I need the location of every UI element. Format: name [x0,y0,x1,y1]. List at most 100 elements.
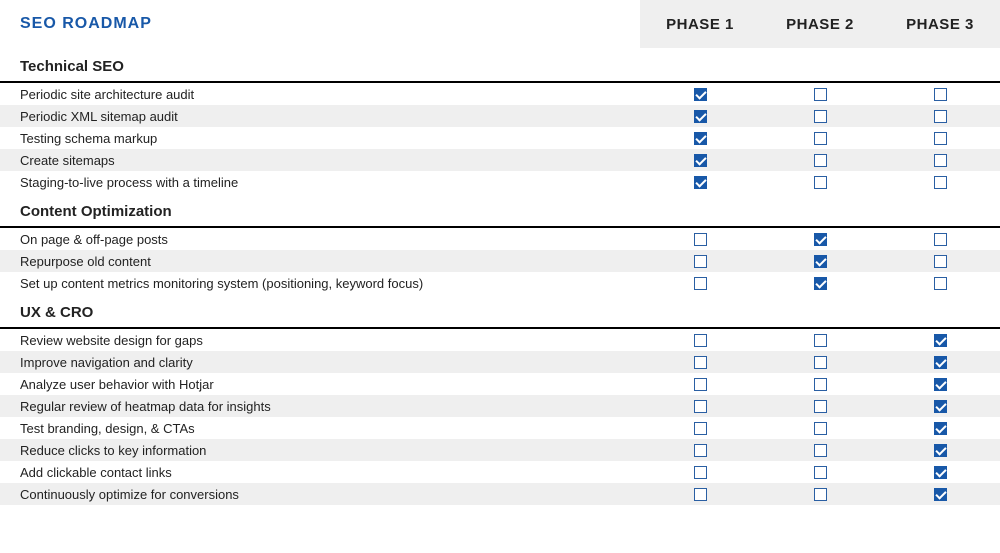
phase-header: PHASE 1 PHASE 2 PHASE 3 [640,0,1000,48]
checkbox-unchecked-icon[interactable] [694,334,707,347]
phase-cell [640,233,760,246]
checkbox-checked-icon[interactable] [934,378,947,391]
phase-cell [880,88,1000,101]
roadmap-table: Technical SEOPeriodic site architecture … [0,48,1000,505]
checkbox-unchecked-icon[interactable] [814,110,827,123]
checkbox-unchecked-icon[interactable] [814,154,827,167]
checkbox-unchecked-icon[interactable] [814,444,827,457]
checkbox-checked-icon[interactable] [694,88,707,101]
table-row: Improve navigation and clarity [0,351,1000,373]
phase-cell [640,154,760,167]
checkbox-unchecked-icon[interactable] [814,488,827,501]
phase-cell [640,400,760,413]
checkbox-unchecked-icon[interactable] [694,356,707,369]
checkbox-unchecked-icon[interactable] [694,255,707,268]
checkbox-unchecked-icon[interactable] [694,422,707,435]
phase-cell [640,444,760,457]
checkbox-unchecked-icon[interactable] [934,255,947,268]
checkbox-unchecked-icon[interactable] [694,277,707,290]
checkbox-checked-icon[interactable] [934,356,947,369]
checkbox-checked-icon[interactable] [694,132,707,145]
phase-cell [880,154,1000,167]
checkbox-checked-icon[interactable] [814,233,827,246]
checkbox-checked-icon[interactable] [934,444,947,457]
phase-cells [640,422,1000,435]
checkbox-unchecked-icon[interactable] [694,378,707,391]
phase-cells [640,444,1000,457]
checkbox-unchecked-icon[interactable] [814,176,827,189]
checkbox-unchecked-icon[interactable] [694,488,707,501]
checkbox-unchecked-icon[interactable] [694,466,707,479]
checkbox-unchecked-icon[interactable] [694,400,707,413]
checkbox-checked-icon[interactable] [934,466,947,479]
checkbox-unchecked-icon[interactable] [814,334,827,347]
checkbox-unchecked-icon[interactable] [814,132,827,145]
task-label: Continuously optimize for conversions [20,487,640,502]
phase-cell [640,110,760,123]
phase-cells [640,154,1000,167]
checkbox-unchecked-icon[interactable] [934,88,947,101]
checkbox-unchecked-icon[interactable] [934,233,947,246]
table-row: Create sitemaps [0,149,1000,171]
task-label: Test branding, design, & CTAs [20,421,640,436]
phase-cells [640,488,1000,501]
checkbox-checked-icon[interactable] [934,488,947,501]
checkbox-checked-icon[interactable] [934,422,947,435]
checkbox-unchecked-icon[interactable] [814,466,827,479]
checkbox-unchecked-icon[interactable] [934,110,947,123]
checkbox-checked-icon[interactable] [694,110,707,123]
checkbox-unchecked-icon[interactable] [694,444,707,457]
checkbox-unchecked-icon[interactable] [814,378,827,391]
phase-cells [640,88,1000,101]
phase-cells [640,378,1000,391]
phase-cells [640,132,1000,145]
phase-cell [880,466,1000,479]
section-title: Technical SEO [0,48,1000,81]
task-label: Review website design for gaps [20,333,640,348]
phase-cell [640,176,760,189]
task-label: Add clickable contact links [20,465,640,480]
checkbox-unchecked-icon[interactable] [814,422,827,435]
checkbox-checked-icon[interactable] [814,277,827,290]
checkbox-unchecked-icon[interactable] [934,277,947,290]
table-row: Testing schema markup [0,127,1000,149]
header: SEO ROADMAP PHASE 1 PHASE 2 PHASE 3 [0,0,1000,48]
checkbox-checked-icon[interactable] [694,154,707,167]
phase-col-1: PHASE 1 [640,16,760,33]
table-row: Test branding, design, & CTAs [0,417,1000,439]
phase-cells [640,110,1000,123]
checkbox-unchecked-icon[interactable] [814,400,827,413]
phase-cell [760,400,880,413]
checkbox-checked-icon[interactable] [934,400,947,413]
task-label: Staging-to-live process with a timeline [20,175,640,190]
task-label: Analyze user behavior with Hotjar [20,377,640,392]
checkbox-unchecked-icon[interactable] [934,132,947,145]
phase-cell [760,334,880,347]
table-row: Periodic XML sitemap audit [0,105,1000,127]
task-label: Testing schema markup [20,131,640,146]
table-row: Staging-to-live process with a timeline [0,171,1000,193]
section-title: UX & CRO [0,294,1000,327]
phase-cell [760,444,880,457]
table-row: Analyze user behavior with Hotjar [0,373,1000,395]
table-row: Add clickable contact links [0,461,1000,483]
phase-cell [640,356,760,369]
phase-cell [880,356,1000,369]
checkbox-checked-icon[interactable] [934,334,947,347]
checkbox-unchecked-icon[interactable] [814,356,827,369]
checkbox-unchecked-icon[interactable] [934,154,947,167]
phase-cell [760,422,880,435]
checkbox-unchecked-icon[interactable] [814,88,827,101]
checkbox-unchecked-icon[interactable] [694,233,707,246]
table-row: Reduce clicks to key information [0,439,1000,461]
phase-cells [640,356,1000,369]
phase-cell [760,488,880,501]
phase-cells [640,400,1000,413]
checkbox-unchecked-icon[interactable] [934,176,947,189]
phase-cell [760,176,880,189]
task-label: On page & off-page posts [20,232,640,247]
phase-cell [640,255,760,268]
task-label: Create sitemaps [20,153,640,168]
checkbox-checked-icon[interactable] [694,176,707,189]
checkbox-checked-icon[interactable] [814,255,827,268]
